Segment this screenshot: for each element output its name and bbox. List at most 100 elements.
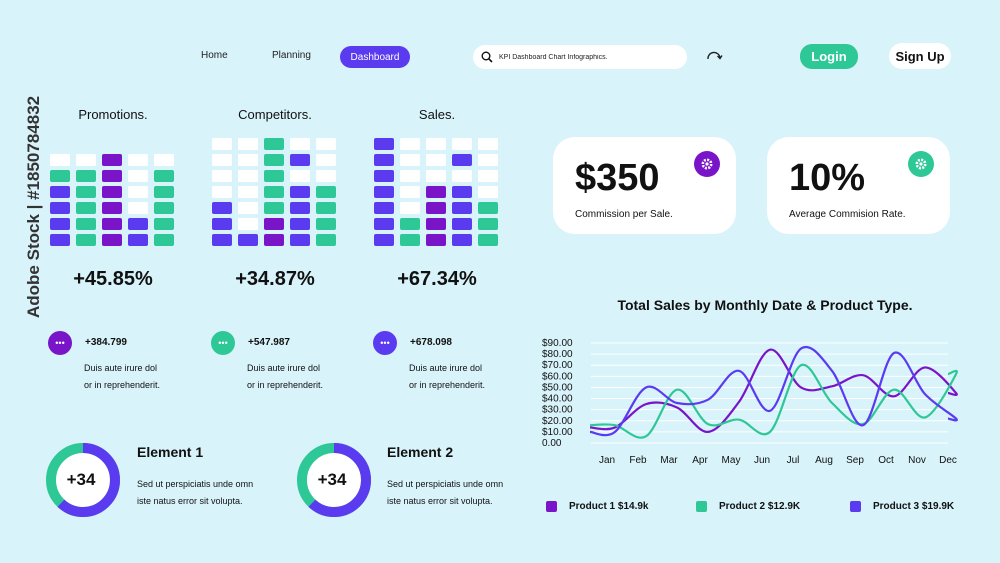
grid-cell bbox=[102, 202, 122, 214]
y-tick-label: $30.00 bbox=[542, 405, 573, 416]
gear-icon[interactable] bbox=[908, 151, 934, 177]
grid-cell bbox=[76, 218, 96, 230]
chart-title: Total Sales by Monthly Date & Product Ty… bbox=[617, 297, 913, 313]
grid-cell bbox=[264, 234, 284, 246]
grid-cell bbox=[128, 154, 148, 166]
grid-cell bbox=[50, 218, 70, 230]
more-icon[interactable]: ••• bbox=[373, 331, 397, 355]
grid-cell bbox=[102, 186, 122, 198]
legend-label: Product 1 $14.9k bbox=[569, 501, 649, 512]
x-tick-label: Feb bbox=[629, 455, 647, 466]
x-tick-label: May bbox=[722, 455, 741, 466]
grid-cell bbox=[128, 234, 148, 246]
grid-cell bbox=[374, 218, 394, 230]
grid-cell bbox=[290, 138, 310, 150]
grid-cell bbox=[50, 186, 70, 198]
grid-cell bbox=[374, 154, 394, 166]
grid-cell bbox=[374, 202, 394, 214]
element2-text-line2: iste natus error sit volupta. bbox=[387, 496, 493, 506]
stock-credit: Adobe Stock | #1850784832 bbox=[24, 95, 43, 318]
login-button[interactable]: Login bbox=[800, 44, 858, 69]
legend-label: Product 3 $19.9K bbox=[873, 501, 955, 512]
grid-cell bbox=[374, 186, 394, 198]
search-input[interactable] bbox=[499, 53, 679, 61]
search-bar[interactable] bbox=[473, 45, 687, 69]
competitors-value: +547.987 bbox=[248, 337, 290, 348]
legend-swatch bbox=[696, 501, 707, 512]
signup-button[interactable]: Sign Up bbox=[889, 43, 951, 69]
grid-cell bbox=[238, 186, 258, 198]
refresh-icon[interactable] bbox=[704, 47, 724, 67]
grid-cell bbox=[154, 154, 174, 166]
donut-progress-arc bbox=[297, 443, 371, 517]
grid-cell bbox=[128, 218, 148, 230]
sales-grid bbox=[374, 138, 502, 250]
grid-cell bbox=[50, 154, 70, 166]
promotions-text-line2: or in reprehenderit. bbox=[84, 380, 161, 390]
legend-swatch bbox=[850, 501, 861, 512]
grid-cell bbox=[316, 154, 336, 166]
grid-cell bbox=[374, 170, 394, 182]
sales-percent: +67.34% bbox=[397, 268, 477, 290]
grid-cell bbox=[290, 170, 310, 182]
grid-cell bbox=[264, 138, 284, 150]
grid-cell bbox=[76, 202, 96, 214]
grid-cell bbox=[76, 170, 96, 182]
series-line-product1 bbox=[589, 348, 958, 433]
grid-cell bbox=[76, 234, 96, 246]
grid-cell bbox=[478, 154, 498, 166]
grid-cell bbox=[426, 218, 446, 230]
nav-home[interactable]: Home bbox=[201, 50, 228, 61]
grid-cell bbox=[478, 170, 498, 182]
grid-cell bbox=[212, 186, 232, 198]
grid-cell bbox=[264, 202, 284, 214]
grid-cell bbox=[102, 218, 122, 230]
element2-value: +34 bbox=[317, 470, 347, 489]
kpi-commission-value: $350 bbox=[575, 157, 660, 199]
grid-cell bbox=[290, 186, 310, 198]
y-tick-label: 0.00 bbox=[542, 438, 562, 449]
y-tick-label: $20.00 bbox=[542, 416, 573, 427]
gear-icon[interactable] bbox=[694, 151, 720, 177]
grid-cell bbox=[374, 234, 394, 246]
y-tick-label: $10.00 bbox=[542, 427, 573, 438]
sales-text-line2: or in reprehenderit. bbox=[409, 380, 486, 390]
element2-text-line1: Sed ut perspiciatis unde omn bbox=[387, 479, 504, 489]
grid-cell bbox=[102, 170, 122, 182]
more-icon[interactable]: ••• bbox=[211, 331, 235, 355]
grid-cell bbox=[290, 154, 310, 166]
grid-cell bbox=[316, 202, 336, 214]
x-tick-label: Sep bbox=[846, 455, 864, 466]
more-icon[interactable]: ••• bbox=[48, 331, 72, 355]
grid-cell bbox=[316, 186, 336, 198]
grid-cell bbox=[316, 138, 336, 150]
series-line-product3 bbox=[589, 345, 958, 437]
grid-cell bbox=[264, 154, 284, 166]
grid-cell bbox=[426, 154, 446, 166]
grid-cell bbox=[154, 234, 174, 246]
nav-dashboard[interactable]: Dashboard bbox=[340, 46, 410, 68]
grid-cell bbox=[478, 186, 498, 198]
grid-cell bbox=[426, 138, 446, 150]
legend-label: Product 2 $12.9K bbox=[719, 501, 801, 512]
legend-product2: Product 2 $12.9K bbox=[696, 501, 800, 512]
sales-text-line1: Duis aute irure dol bbox=[409, 363, 483, 373]
grid-cell bbox=[128, 186, 148, 198]
grid-cell bbox=[128, 170, 148, 182]
grid-cell bbox=[316, 170, 336, 182]
promotions-text: Duis aute irure dol or in reprehenderit. bbox=[84, 360, 214, 394]
grid-cell bbox=[212, 170, 232, 182]
grid-cell bbox=[102, 154, 122, 166]
grid-cell bbox=[290, 234, 310, 246]
competitors-text-line1: Duis aute irure dol bbox=[247, 363, 321, 373]
grid-cell bbox=[400, 218, 420, 230]
nav-planning[interactable]: Planning bbox=[272, 50, 311, 61]
y-tick-label: $90.00 bbox=[542, 338, 573, 349]
grid-cell bbox=[238, 170, 258, 182]
grid-cell bbox=[154, 218, 174, 230]
grid-cell bbox=[400, 170, 420, 182]
grid-cell bbox=[290, 218, 310, 230]
promotions-percent: +45.85% bbox=[73, 268, 153, 290]
grid-cell bbox=[400, 138, 420, 150]
grid-cell bbox=[478, 138, 498, 150]
